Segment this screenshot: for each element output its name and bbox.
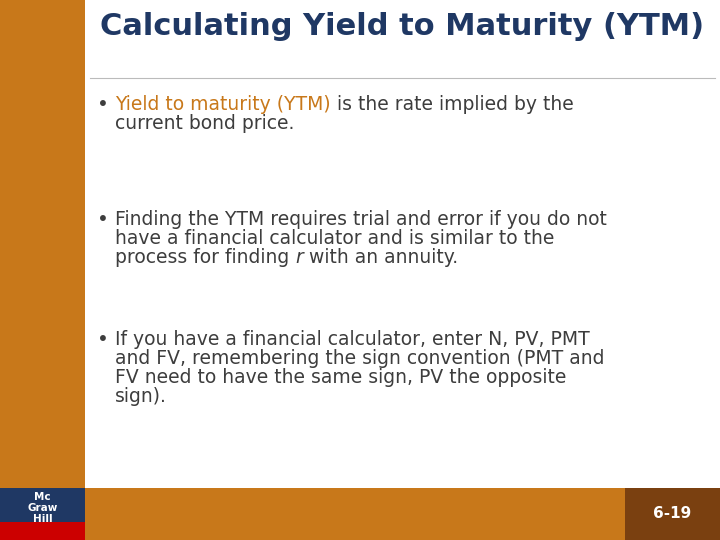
Bar (0, 488, 720, 540)
Bar (0, 488, 85, 540)
Text: Mc
Graw
Hill: Mc Graw Hill (27, 492, 58, 524)
Text: sign).: sign). (115, 387, 167, 406)
Text: Yield to maturity (YTM): Yield to maturity (YTM) (115, 95, 330, 114)
Text: current bond price.: current bond price. (115, 114, 294, 133)
Bar (625, 488, 720, 540)
Text: and FV, remembering the sign convention (PMT and: and FV, remembering the sign convention … (115, 349, 605, 368)
Bar (0, 0, 85, 488)
Text: If you have a financial calculator, enter N, PV, PMT: If you have a financial calculator, ente… (115, 330, 590, 349)
Text: Finding the YTM requires trial and error if you do not: Finding the YTM requires trial and error… (115, 210, 607, 229)
Text: FV need to have the same sign, PV the opposite: FV need to have the same sign, PV the op… (115, 368, 567, 387)
Text: •: • (97, 330, 109, 349)
Bar (0, 522, 85, 540)
Text: 6-19: 6-19 (653, 507, 692, 522)
Text: •: • (97, 95, 109, 114)
Text: Calculating Yield to Maturity (YTM): Calculating Yield to Maturity (YTM) (100, 12, 704, 41)
Text: have a financial calculator and is similar to the: have a financial calculator and is simil… (115, 229, 554, 248)
Text: r: r (295, 248, 303, 267)
Text: •: • (97, 210, 109, 229)
Text: with an annuity.: with an annuity. (303, 248, 458, 267)
Text: process for finding: process for finding (115, 248, 295, 267)
Text: is the rate implied by the: is the rate implied by the (330, 95, 573, 114)
